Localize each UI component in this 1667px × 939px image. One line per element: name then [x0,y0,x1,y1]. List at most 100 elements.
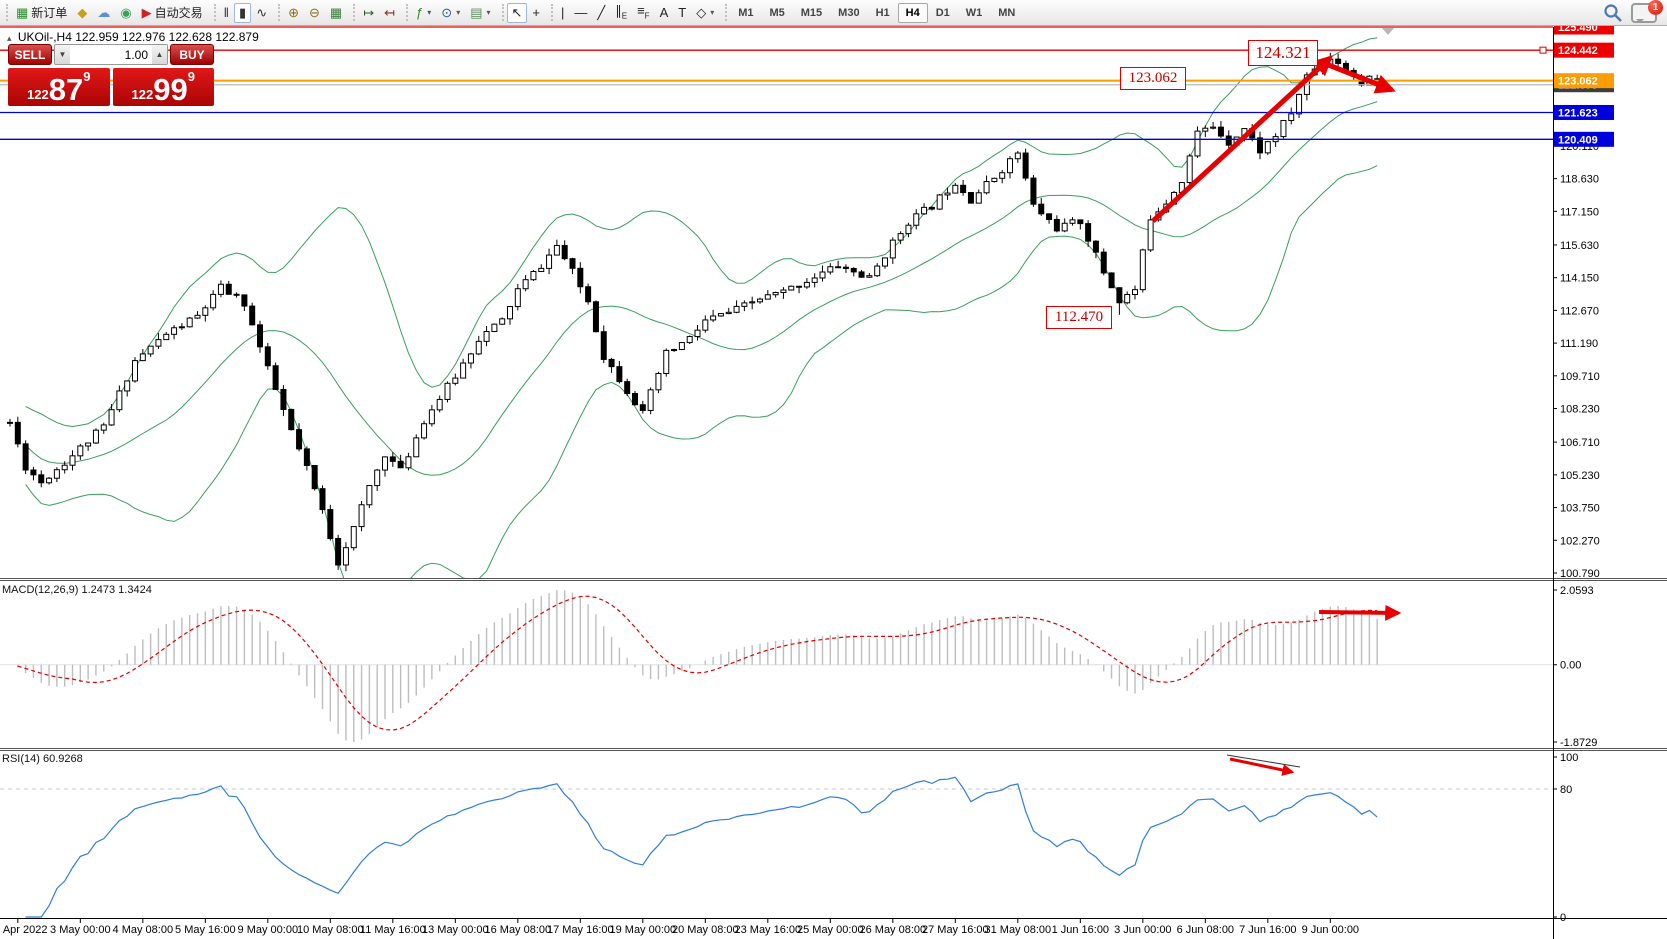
candle-body [733,305,740,313]
candle-body [561,244,568,260]
date-label: 20 May 08:00 [672,924,739,936]
candle-body [647,389,654,411]
date-label: 13 May 00:00 [422,924,489,936]
price-tick-label: 102.270 [1560,535,1600,547]
candle-body [1264,141,1271,154]
candle-body [116,390,123,411]
price-tick-label: 112.670 [1560,305,1599,317]
arrow-object[interactable] [1325,61,1396,94]
text-label-button[interactable]: T [673,3,691,23]
candle-body [30,469,37,476]
candle-body [374,469,381,487]
new-order-icon: ▦ [16,5,29,20]
tile-windows-button[interactable]: ▦ [325,3,347,23]
toolbar-group: ‖ ▮ ∿ [212,0,276,25]
crosshair-button[interactable]: + [527,3,545,23]
add-indicator-button[interactable]: ƒ ▾ [411,3,436,23]
volume-input[interactable] [70,45,152,64]
auto-scroll-button[interactable]: ↦ [358,3,379,23]
timeframe-MN[interactable]: MN [998,6,1016,19]
arrow-object[interactable] [1229,757,1295,776]
line-chart-icon: ∿ [256,5,268,20]
timeframe-M1[interactable]: M1 [738,6,754,19]
candle-body [452,377,459,384]
volume-decrease-button[interactable]: ▼ [55,45,70,64]
horizontal-line-button[interactable]: — [569,3,592,23]
candle-body [1092,240,1099,253]
shapes-dropdown-icon[interactable]: ▾ [710,8,715,17]
timeframe-M5[interactable]: M5 [769,6,785,19]
symbol-period-label: UKOil-,H4 [17,30,72,44]
cursor-button[interactable]: ↖ [506,2,528,23]
rsi-axis-label: 0 [1560,912,1566,924]
chart-shift-marker[interactable] [1382,28,1394,35]
candle-body [702,319,709,331]
arrow-object[interactable] [1318,604,1402,621]
rsi-label: RSI(14) 60.9268 [2,753,83,765]
auto-trading-button[interactable]: ▶ 自动交易 [137,3,208,23]
equidistant-channel-button[interactable]: ∥E [610,3,632,23]
notifications-icon[interactable]: 1 [1631,0,1663,23]
zoom-out-button[interactable]: ⊖ [304,3,325,23]
buy-price-box[interactable]: 122 99 9 [112,68,214,106]
date-label: 31 May 08:00 [984,924,1051,936]
candlestick-chart-button[interactable]: ▮ [234,2,252,23]
signal-icon: ◉ [120,5,132,20]
volume-increase-button[interactable]: ▲ [152,45,167,64]
price-tick-label: 115.630 [1560,240,1599,252]
search-icon[interactable] [1603,3,1623,23]
price-pane[interactable] [7,37,1381,611]
metaquotes-cloud-button[interactable]: ☁ [92,3,115,23]
candle-body [1257,137,1263,154]
add-indicator-dropdown-icon[interactable]: ▾ [427,8,432,17]
bar-chart-button[interactable]: ‖ [219,3,234,23]
templates-button[interactable]: ▤ ▾ [465,3,495,23]
date-label: 9 May 00:00 [238,924,299,936]
date-label: 11 May 16:00 [360,924,426,936]
timeframe-W1[interactable]: W1 [965,6,983,19]
candle-body [749,301,756,304]
trendline-button[interactable]: ╱ [592,3,610,23]
candle-body [850,267,857,273]
timeframe-D1[interactable]: D1 [935,6,950,19]
macd-axis-label: 2.0593 [1560,585,1594,597]
periods-clock-dropdown-icon[interactable]: ▾ [456,8,461,17]
chart-shift-icon: ↤ [384,5,396,20]
bollinger-lower-band [25,165,1378,578]
shapes-button[interactable]: ◇ ▾ [691,3,719,23]
timeframe-H4[interactable]: H4 [897,2,928,23]
line-selection-handle[interactable] [1539,46,1547,54]
templates-dropdown-icon[interactable]: ▾ [486,8,491,17]
price-annotation[interactable]: 112.470 [1046,306,1112,329]
one-click-panel-toggle[interactable]: ▴ [7,33,12,43]
zoom-in-button[interactable]: ⊕ [283,3,304,23]
sell-price-box[interactable]: 122 87 9 [8,68,110,106]
timeframe-H1[interactable]: H1 [875,6,890,19]
buy-button[interactable]: BUY [170,44,214,65]
chart-shift-button[interactable]: ↤ [379,3,400,23]
line-chart-button[interactable]: ∿ [251,3,272,23]
fibonacci-button[interactable]: ≡F [632,3,654,23]
macd-axis-label: 0.00 [1560,660,1581,672]
candle-body [202,307,209,316]
bollinger-upper-band [25,37,1378,428]
candle-body [38,474,45,484]
candle-body [1288,113,1295,121]
new-order-button[interactable]: ▦ 新订单 [11,3,72,23]
candle-body [171,327,178,335]
price-annotation[interactable]: 123.062 [1120,67,1186,90]
date-label: 26 May 08:00 [859,924,926,936]
price-annotation[interactable]: 124.321 [1248,40,1318,66]
vertical-line-button[interactable]: | [556,3,569,23]
text-button[interactable]: A [655,3,674,23]
timeframe-M15[interactable]: M15 [800,6,823,19]
arrow-object[interactable] [1151,55,1333,223]
rsi-axis-label: 100 [1560,752,1578,764]
sell-button[interactable]: SELL [8,44,52,65]
chart-gold-button[interactable]: ◆ [72,3,92,23]
periods-clock-button[interactable]: ⊙ ▾ [436,3,465,23]
signal-button[interactable]: ◉ [115,3,136,23]
candle-body [272,365,279,390]
timeframe-M30[interactable]: M30 [838,6,860,19]
